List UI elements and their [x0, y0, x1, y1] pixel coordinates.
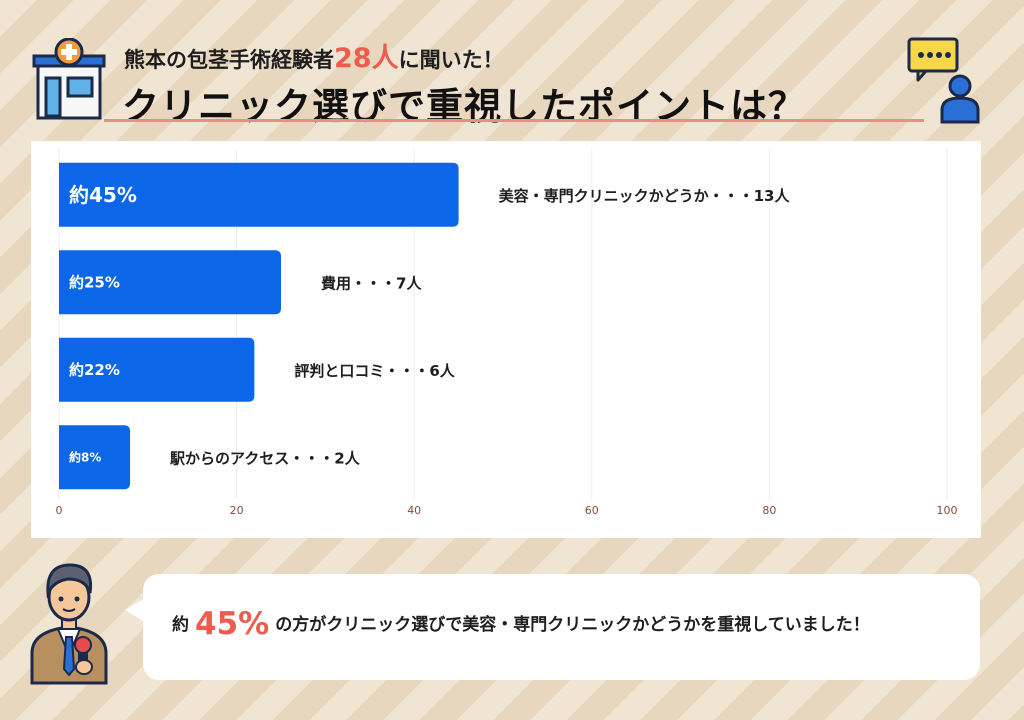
- speech-bubble-tail: [125, 598, 145, 622]
- bar-category-label: 駅からのアクセス・・・2人: [169, 449, 361, 467]
- x-tick-label: 40: [407, 504, 421, 517]
- reporter-man-icon: [28, 557, 110, 685]
- respondent-count: 28人: [334, 43, 399, 74]
- chart-panel: 0 20 40 60 80 100 約45% 美容・専門クリニックかどうか・・・13人約25%…: [31, 141, 981, 538]
- bar-chart: 0 20 40 60 80 100 約45% 美容・専門クリニックかどうか・・・13人約25%…: [56, 149, 958, 517]
- subtitle-suffix: に聞いた！: [398, 48, 504, 72]
- bar-value-label: 約45%: [69, 183, 137, 207]
- x-tick-label: 60: [585, 504, 599, 517]
- summary-body: の方がクリニック選びで美容・専門クリニックかどうかを重視していました！: [275, 615, 870, 635]
- summary-percent: 45%: [195, 606, 270, 642]
- summary-prefix: 約: [172, 615, 189, 635]
- header-subtitle: 熊本の包茎手術経験者28人に聞いた！: [124, 36, 504, 75]
- bar-category-label: 費用・・・7人: [321, 274, 422, 292]
- subtitle-prefix: 熊本の包茎手術経験者: [124, 48, 334, 72]
- summary-text: 約 45% の方がクリニック選びで美容・専門クリニックかどうかを重視していました！: [172, 606, 870, 642]
- bar: [59, 162, 459, 227]
- bar-value-label: 約8%: [69, 450, 101, 465]
- bar-value-label: 約22%: [69, 361, 120, 379]
- bar: [59, 425, 131, 490]
- x-tick-label: 80: [762, 504, 776, 517]
- bar-category-label: 評判と口コミ・・・6人: [294, 362, 455, 380]
- title-underline: [104, 119, 924, 122]
- bar-category-label: 美容・専門クリニックかどうか・・・13人: [499, 187, 791, 205]
- bar: [59, 250, 281, 315]
- clinic-building-icon: [32, 37, 106, 120]
- bar: [59, 337, 255, 402]
- bar-value-label: 約25%: [69, 274, 120, 292]
- x-tick-label: 100: [937, 504, 958, 517]
- chat-person-icon: [906, 36, 982, 124]
- x-tick-label: 20: [230, 504, 244, 517]
- summary-speech-bubble: [143, 574, 980, 680]
- x-tick-label: 0: [56, 504, 63, 517]
